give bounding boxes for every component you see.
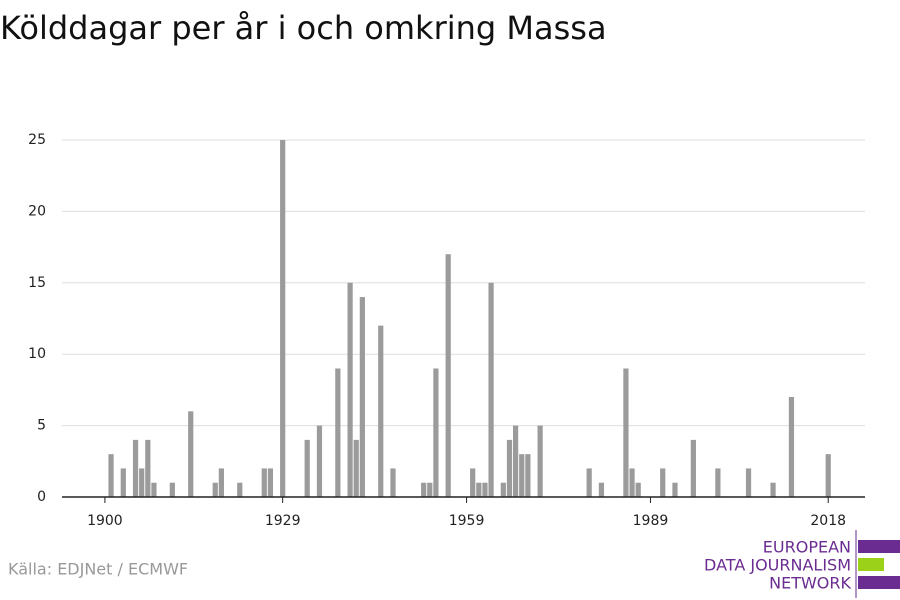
bar (151, 482, 157, 497)
bar (427, 482, 433, 497)
bar (512, 425, 519, 497)
bar (378, 325, 384, 497)
logo-text: EUROPEAN (763, 538, 851, 557)
y-tick-label: 0 (37, 489, 46, 505)
bar (188, 411, 194, 497)
bar (237, 482, 243, 497)
bar (598, 482, 605, 497)
logo-text: DATA JOURNALISM (704, 556, 851, 575)
bar (421, 482, 427, 497)
bar (586, 468, 592, 497)
bar (304, 439, 310, 497)
bar (280, 140, 286, 497)
y-tick-label: 10 (28, 346, 46, 362)
bar (145, 439, 151, 497)
bar (347, 282, 353, 497)
bar (525, 454, 531, 497)
bar (715, 468, 721, 497)
bar (267, 468, 274, 497)
bar (390, 468, 396, 497)
x-tick-label: 1989 (633, 513, 669, 529)
bar (433, 368, 439, 497)
bar (470, 468, 476, 497)
bar (359, 297, 365, 497)
x-tick-label: 1929 (265, 513, 301, 529)
source: Källa: EDJNet / ECMWF (8, 560, 188, 579)
y-tick-label: 25 (28, 132, 46, 148)
bar (745, 468, 752, 497)
bar (482, 482, 488, 497)
bar (353, 439, 359, 497)
chart-title: Kölddagar per år i och omkring Massa (0, 9, 607, 47)
bar (770, 482, 776, 497)
bar (488, 282, 494, 497)
x-tick-label: 2018 (810, 513, 846, 529)
bar (623, 368, 629, 497)
bar (672, 482, 678, 497)
bar (660, 468, 666, 497)
bar (500, 482, 506, 497)
bar (445, 254, 451, 497)
bar (629, 468, 635, 497)
x-tick-label: 1900 (87, 513, 123, 529)
bar (506, 439, 513, 497)
y-tick-label: 15 (28, 275, 46, 291)
bar (335, 368, 341, 497)
bar (169, 482, 175, 497)
bar (261, 468, 267, 497)
logo: EUROPEAN DATA JOURNALISM NETWORK (704, 530, 900, 598)
y-tick-label: 5 (37, 418, 46, 434)
bar (788, 397, 795, 497)
x-tick-label: 1959 (449, 513, 485, 529)
logo-text: NETWORK (769, 574, 851, 593)
bar (537, 425, 543, 497)
bar (218, 468, 224, 497)
bar (690, 439, 696, 497)
bar (132, 439, 139, 497)
y-tick-label: 20 (28, 203, 46, 219)
logo-bar (858, 558, 884, 571)
bar (108, 454, 114, 497)
bar (316, 425, 323, 497)
bar (825, 454, 831, 497)
bar (139, 468, 145, 497)
logo-bar (858, 576, 900, 589)
logo-bar (858, 540, 900, 553)
bar (519, 454, 525, 497)
bar (476, 482, 482, 497)
bar (212, 482, 218, 497)
bar (120, 468, 126, 497)
bar (635, 482, 641, 497)
